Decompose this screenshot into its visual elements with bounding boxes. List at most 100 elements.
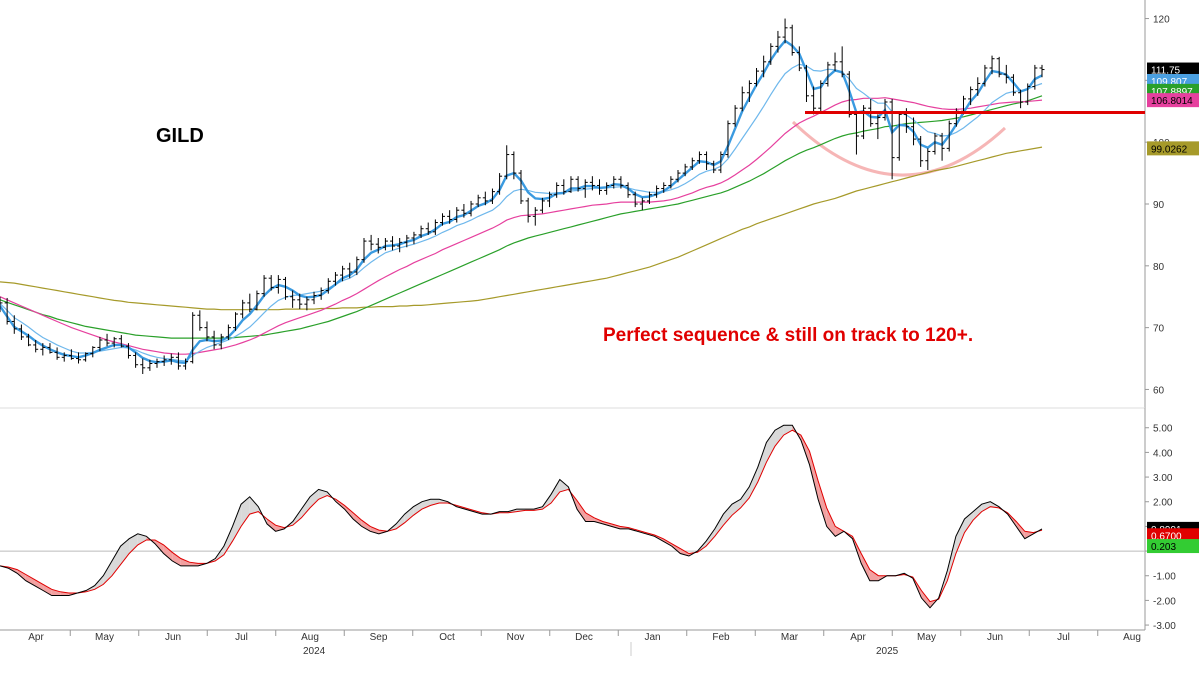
- oscillator-fill-segment: [585, 512, 595, 522]
- ohlc-bar: [1039, 64, 1045, 78]
- oscillator-tick-label: 3.00: [1153, 473, 1173, 484]
- ohlc-bar: [204, 321, 210, 342]
- oscillator-fill-segment: [1024, 531, 1034, 539]
- ohlc-bar: [1025, 83, 1031, 106]
- month-label: Nov: [507, 632, 525, 643]
- oscillator-fill-segment: [663, 538, 672, 547]
- ohlc-bar: [654, 185, 660, 198]
- ohlc-bar: [190, 312, 196, 364]
- ohlc-bar: [861, 105, 867, 140]
- month-label: Feb: [712, 632, 730, 643]
- month-label: Jul: [1057, 632, 1070, 643]
- price-tick-label: 80: [1153, 262, 1165, 273]
- month-label: Jul: [235, 632, 248, 643]
- ohlc-bar: [646, 191, 652, 204]
- oscillator-fill-segment: [723, 504, 732, 526]
- ohlc-bar: [411, 231, 417, 245]
- oscillator-oscillator-line: [0, 424, 1043, 609]
- ohlc-bar: [618, 176, 624, 189]
- oscillator-fill-segment: [60, 591, 69, 596]
- price-tick-label: 120: [1153, 15, 1170, 26]
- oscillator-fill-segment: [714, 514, 724, 537]
- ohlc-bar: [732, 105, 738, 127]
- ohlc-bar: [689, 157, 695, 170]
- oscillator-fill-segment: [818, 480, 827, 527]
- ohlc-bar: [818, 80, 824, 112]
- oscillator-fill-segment: [559, 479, 569, 492]
- oscillator-fill-segment: [180, 558, 190, 566]
- ohlc-bar: [133, 352, 139, 368]
- oscillator-tag-label: 0.6700: [1151, 531, 1182, 542]
- ohlc-bar: [90, 346, 96, 358]
- ohlc-bar: [290, 290, 296, 308]
- price-tag-box: [1147, 141, 1199, 156]
- oscillator-fill-segment: [43, 584, 52, 596]
- month-label: Jan: [644, 632, 660, 643]
- oscillator-fill-segment: [266, 519, 276, 532]
- ohlc-bar: [261, 275, 267, 297]
- ohlc-bar: [147, 359, 153, 371]
- oscillator-fill-segment: [602, 521, 612, 527]
- ohlc-bar: [175, 352, 181, 370]
- oscillator-tag-label: 0.203: [1151, 542, 1176, 553]
- ohlc-bar: [704, 151, 710, 170]
- ohlc-bar: [554, 182, 560, 198]
- ohlc-bar: [675, 170, 681, 183]
- oscillator-fill-segment: [103, 560, 112, 585]
- ohlc-bar: [275, 275, 281, 294]
- oscillator-fill-segment: [921, 590, 931, 608]
- oscillator-tick-label: -3.00: [1153, 621, 1176, 632]
- price-tag: 106.8014: [1147, 93, 1199, 108]
- ohlc-bar: [661, 182, 667, 193]
- oscillator-tag-box: [1147, 539, 1199, 554]
- ohlc-bar: [739, 86, 745, 112]
- ohlc-bar: [340, 265, 346, 282]
- oscillator-fill-segment: [396, 514, 405, 529]
- ohlc-bar: [539, 197, 545, 214]
- ohlc-bar: [26, 333, 32, 347]
- price-tick-label: 90: [1153, 200, 1165, 211]
- ohlc-bar: [18, 324, 24, 340]
- ohlc-bar: [247, 293, 253, 313]
- oscillator-lines: [0, 424, 1043, 609]
- chart-annotation: Perfect sequence & still on track to 120…: [603, 325, 973, 346]
- oscillator-fill-segment: [370, 526, 379, 534]
- oscillator-fill-segment: [310, 489, 319, 508]
- ohlc-bar: [853, 111, 859, 155]
- ohlc-bar: [218, 333, 224, 350]
- ohlc-bar: [875, 114, 881, 140]
- oscillator-fill-segment: [232, 504, 242, 542]
- oscillator-fill-segment: [981, 501, 991, 512]
- oscillator-fill-segment: [421, 499, 431, 510]
- oscillator-fill-segment: [826, 507, 836, 537]
- price-tag-label: 106.8014: [1151, 96, 1193, 107]
- ohlc-bar: [511, 151, 517, 180]
- ohlc-bar: [125, 343, 131, 359]
- ohlc-bar: [561, 179, 567, 195]
- ohlc-bar: [425, 222, 431, 235]
- price-tick-label: 60: [1153, 385, 1165, 396]
- ohlc-bar: [325, 278, 331, 294]
- ohlc-bar: [518, 170, 524, 204]
- ticker-title: GILD: [156, 125, 204, 147]
- month-labels: Apr May Jun Jul Aug Sep Oct Nov Dec Jan Feb Mar Apr M…: [28, 630, 1141, 656]
- price-tag-label: 99.0262: [1151, 144, 1188, 155]
- oscillator-fill-segment: [973, 504, 982, 521]
- ohlc-bar: [489, 188, 495, 204]
- oscillator-fill-segment: [223, 526, 233, 555]
- ohlc-bar: [11, 315, 17, 334]
- oscillator-fill-segment: [51, 589, 61, 596]
- ohlc-bar: [83, 352, 89, 362]
- ohlc-bar: [76, 352, 82, 364]
- oscillator-tick-label: -2.00: [1153, 596, 1176, 607]
- oscillator-fill-segment: [241, 496, 250, 527]
- line-ma_green: [0, 95, 1043, 339]
- oscillator-fill-segment: [137, 533, 147, 545]
- ohlc-bar: [468, 200, 474, 217]
- ohlc-bar: [1010, 74, 1016, 96]
- ohlc-bar: [254, 290, 260, 311]
- oscillator-tick-label: 5.00: [1153, 424, 1173, 435]
- ohlc-bar: [482, 191, 488, 206]
- oscillator-fill-segment: [430, 499, 440, 506]
